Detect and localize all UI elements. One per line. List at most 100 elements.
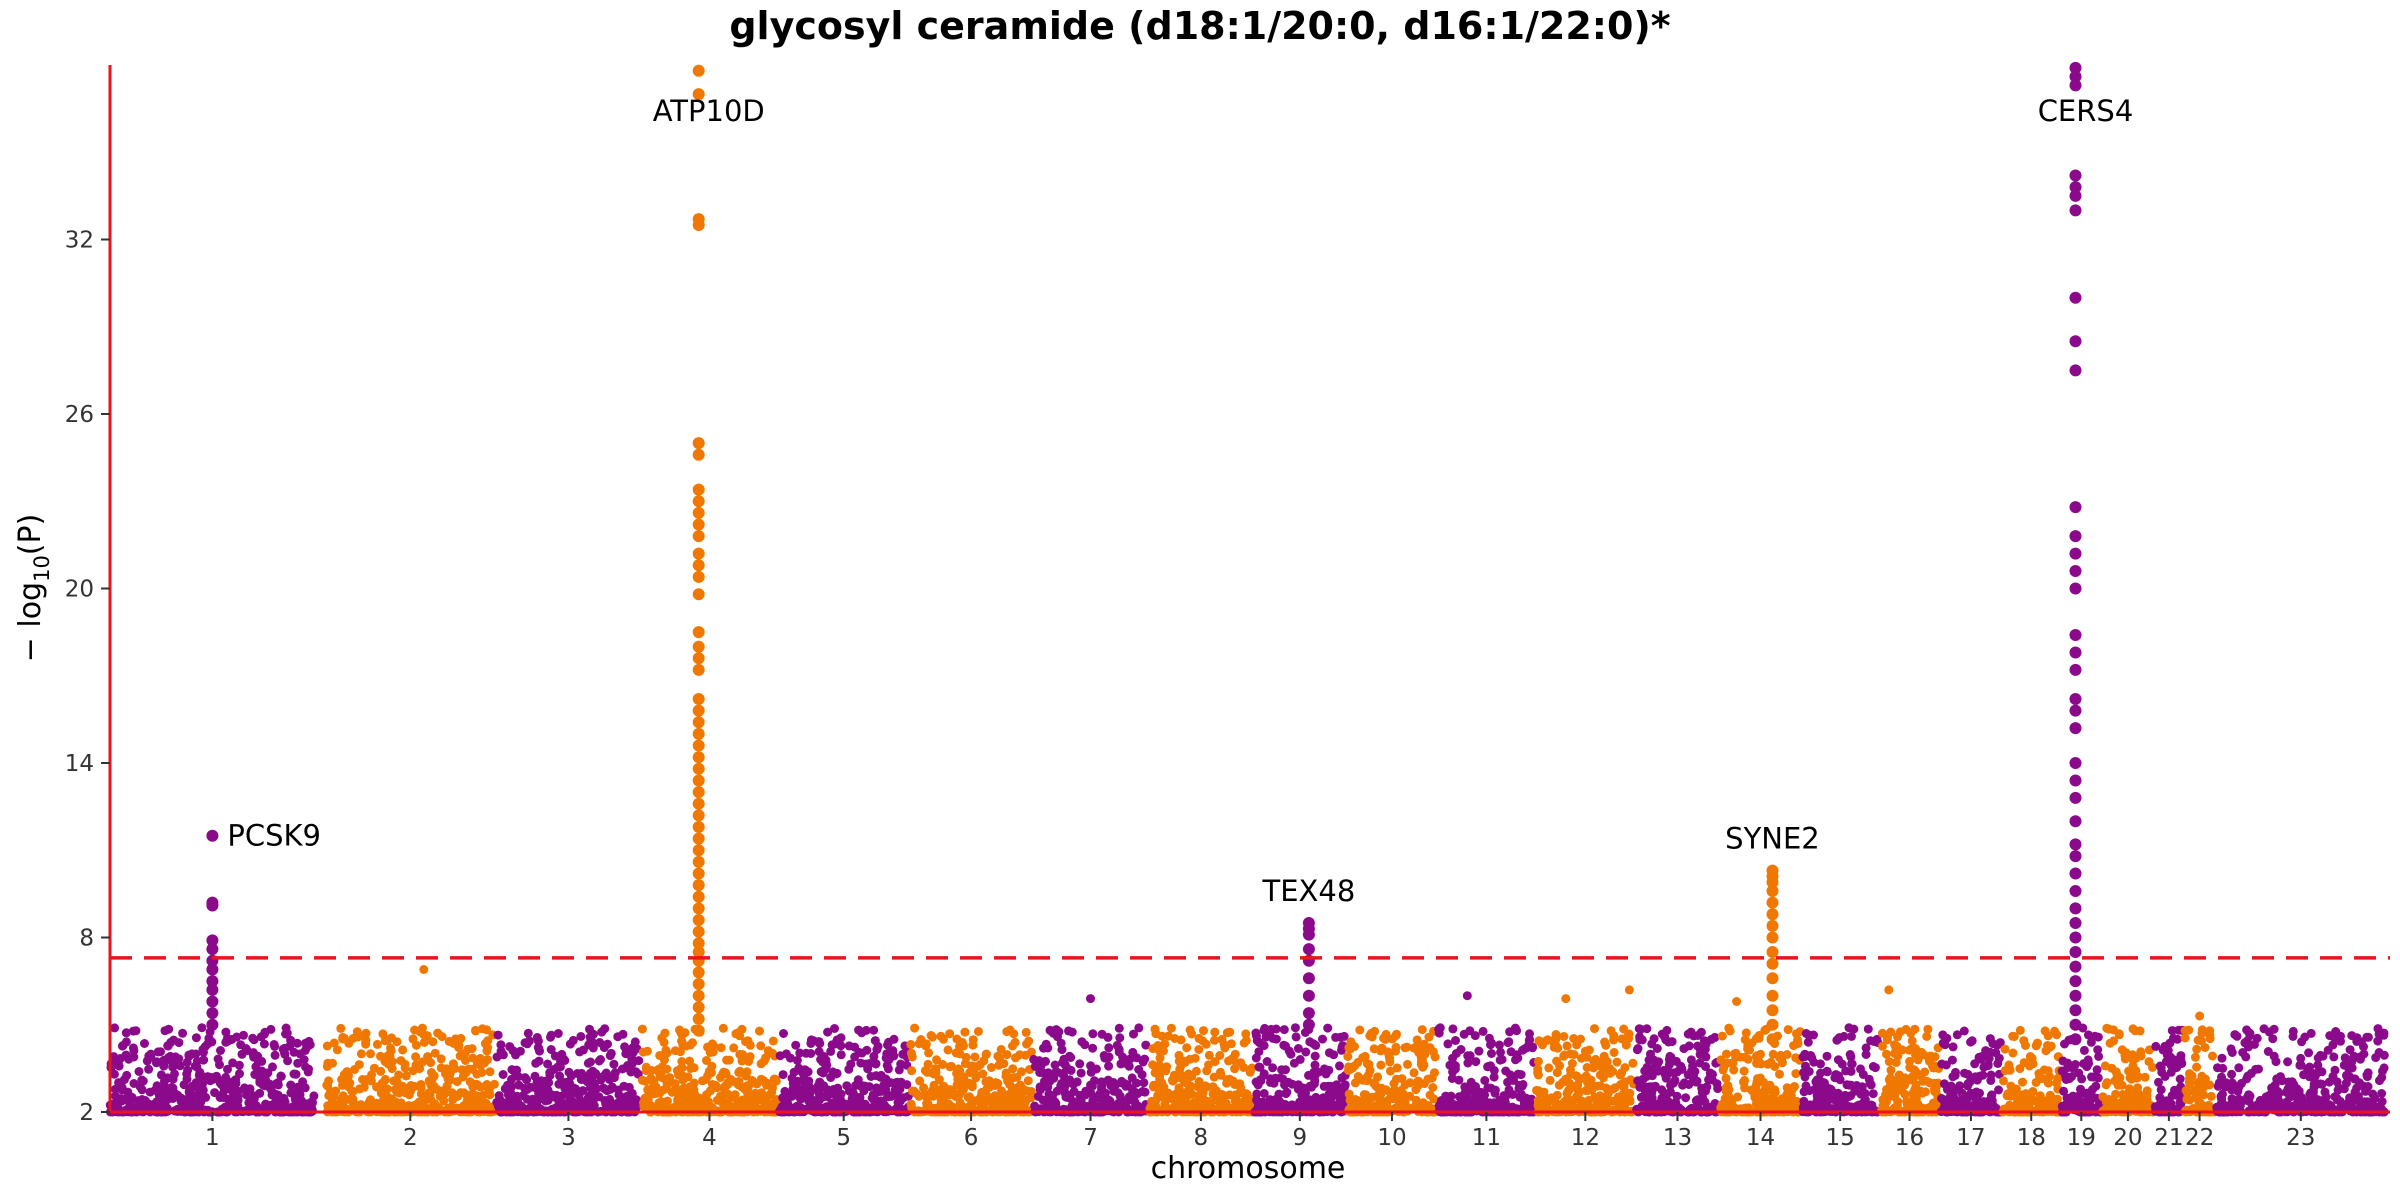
variant-point [173,1054,183,1064]
variant-point [427,1074,437,1084]
variant-point [1430,1052,1440,1062]
variant-point [955,1088,965,1098]
variant-point [309,1091,319,1101]
variant-point [1661,1073,1671,1083]
variant-point [842,1081,852,1091]
variant-point [338,1080,347,1090]
variant-point [1754,1057,1764,1067]
variant-point [993,1051,1003,1061]
variant-point [795,1048,805,1058]
variant-point [1625,1096,1635,1106]
variant-point [235,1069,244,1079]
variant-point [129,1079,139,1088]
variant-point [289,1047,299,1057]
variant-point [677,1057,687,1066]
variant-point [907,1066,917,1076]
variant-point [1983,1060,1993,1069]
variant-point [1310,1060,1320,1070]
variant-point [973,1027,983,1036]
variant-point [1539,1087,1549,1097]
variant-point [1733,1092,1743,1102]
variant-point [1562,1088,1572,1098]
variant-point [1331,1032,1341,1042]
variant-point [1059,1054,1069,1064]
variant-point [1293,1044,1303,1053]
variant-point [442,1081,452,1091]
variant-point [610,1068,620,1078]
variant-point [1845,1080,1854,1090]
variant-point [1124,1061,1134,1071]
variant-point [752,1079,762,1089]
variant-point [1740,1075,1749,1085]
variant-point [1038,1095,1048,1105]
variant-point [1963,1081,1973,1091]
variant-point [1077,1037,1087,1047]
variant-point [114,1061,124,1071]
variant-point [621,1049,631,1059]
variant-point [2028,1087,2038,1096]
variant-point [849,1098,859,1108]
variant-point [763,1046,773,1056]
variant-point [1305,1037,1315,1047]
variant-point [1911,1094,1921,1104]
variant-point [2043,1041,2052,1050]
variant-point [543,1059,553,1069]
variant-point [1228,1076,1238,1086]
variant-point [641,1076,651,1086]
variant-point [1374,1099,1384,1109]
variant-point [1279,1025,1289,1035]
variant-point [192,1062,202,1072]
variant-point [743,1081,752,1091]
variant-point [372,1082,381,1092]
variant-point [1599,1051,1609,1061]
variant-point [257,1056,267,1066]
variant-point [938,1060,948,1069]
variant-point [1822,1067,1832,1077]
variant-point [165,1088,174,1098]
variant-point [1154,1085,1164,1095]
variant-point [955,1049,965,1059]
variant-point [267,1087,277,1097]
variant-point [1659,1065,1669,1075]
variant-point [1230,1090,1240,1100]
variant-point [1918,1076,1928,1086]
variant-point [832,1035,842,1045]
variant-point [332,1045,342,1055]
variant-point [376,1051,385,1061]
variant-point [1500,1105,1509,1115]
variant-point [520,1038,530,1048]
variant-point [1768,1098,1778,1108]
variant-point [1379,1033,1389,1043]
variant-point [869,1025,879,1035]
variant-point [1893,1097,1903,1106]
variant-point [1534,1036,1544,1046]
variant-point [1878,1095,1888,1105]
variant-point [198,1055,208,1065]
variant-point [599,1043,609,1053]
variant-point [1376,1060,1386,1070]
variant-point [1118,1052,1128,1062]
variant-point [293,1058,303,1068]
variant-point [1024,1036,1034,1046]
variant-point [883,1040,892,1050]
variant-point [1052,1086,1062,1096]
variant-point [881,1074,891,1084]
variant-point [919,1090,929,1100]
variant-point [163,1041,173,1051]
variant-point [1167,1075,1177,1085]
variant-point [1088,1043,1098,1053]
variant-point [830,1024,839,1033]
variant-point [1018,1084,1028,1094]
variant-point [1220,1091,1230,1101]
variant-point [745,1052,755,1062]
variant-point [926,1091,936,1101]
variant-point [1155,1053,1165,1063]
variant-point [1864,1074,1874,1084]
variant-point [1549,1042,1559,1052]
variant-point [1009,1029,1019,1039]
variant-point [1114,1023,1124,1033]
variant-point [791,1040,801,1050]
variant-point [1717,1031,1727,1041]
variant-point [686,1063,696,1073]
